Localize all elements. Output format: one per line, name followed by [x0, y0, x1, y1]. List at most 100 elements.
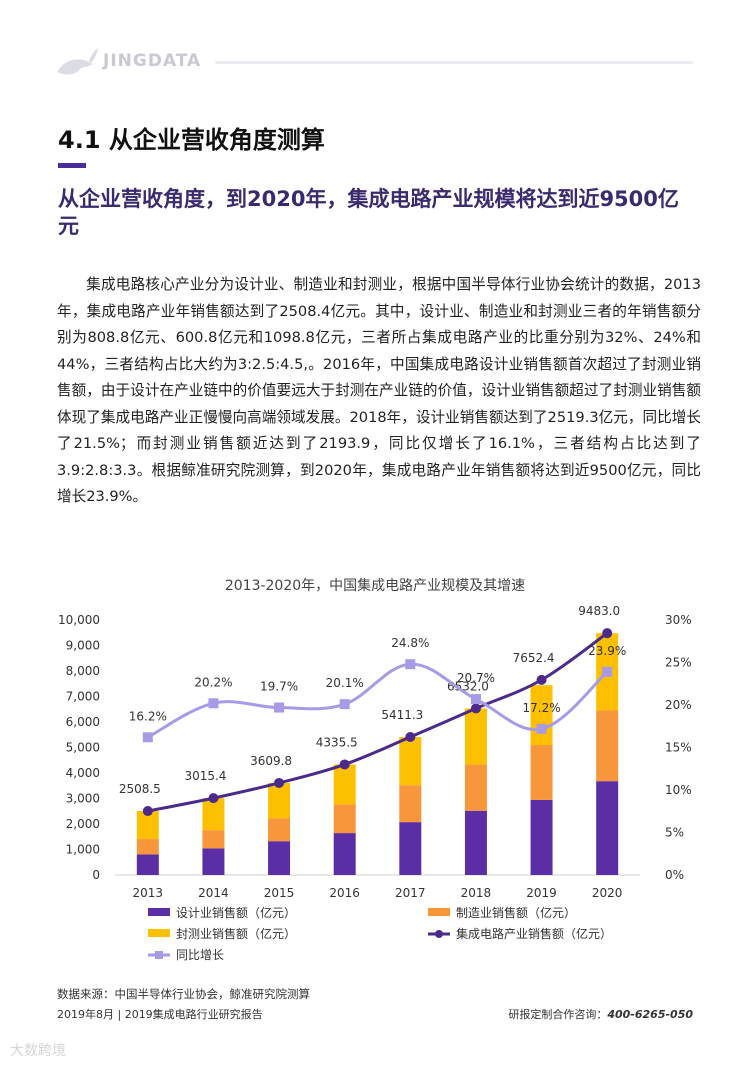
- data-label: 7652.4: [513, 651, 555, 665]
- data-source: 数据来源：中国半导体行业协会，鲸准研究院测算: [57, 987, 310, 1001]
- y-tick-label: 0: [92, 868, 100, 882]
- bar-segment: [596, 710, 619, 782]
- legend-marker: [155, 951, 163, 959]
- total-sales-point: [339, 759, 350, 770]
- total-sales-point: [274, 777, 285, 788]
- data-label: 3609.8: [250, 754, 292, 768]
- watermark: 大数跨境: [10, 1043, 66, 1059]
- headline: 从企业营收角度，到2020年，集成电路产业规模将达到近9500亿元: [58, 187, 679, 238]
- bar-segment: [530, 745, 553, 800]
- brand-name: JINGDATA: [103, 51, 202, 71]
- total-sales-point: [470, 703, 481, 714]
- y2-tick-label: 20%: [665, 698, 692, 712]
- growth-point: [536, 723, 547, 734]
- data-label: 9483.0: [578, 604, 620, 618]
- page-header: JINGDATA: [55, 42, 695, 82]
- y-tick-label: 6,000: [66, 715, 100, 729]
- data-label: 19.7%: [260, 680, 298, 694]
- data-label: 20.2%: [194, 675, 232, 689]
- y-tick-label: 9,000: [66, 639, 100, 653]
- data-label: 6532.0: [447, 679, 489, 693]
- legend-marker: [435, 930, 443, 938]
- bar-segment: [333, 833, 356, 875]
- bar-segment: [333, 764, 356, 805]
- contact-label: 研报定制合作咨询：: [508, 1008, 608, 1021]
- legend-swatch: [148, 908, 170, 916]
- y-tick-label: 1,000: [66, 843, 100, 857]
- y2-tick-label: 5%: [665, 826, 684, 840]
- bar-segment: [202, 798, 225, 831]
- bar-segment: [268, 818, 291, 842]
- data-label: 17.2%: [523, 701, 561, 715]
- bar-segment: [596, 781, 619, 875]
- x-tick-label: 2016: [329, 886, 360, 900]
- growth-point: [208, 698, 219, 709]
- section-title: 4.1 从企业营收角度测算: [58, 126, 325, 154]
- y-tick-label: 2,000: [66, 817, 100, 831]
- bar-segment: [399, 737, 422, 786]
- y2-tick-label: 0%: [665, 868, 684, 882]
- bar-segment: [530, 685, 553, 746]
- y-tick-label: 3,000: [66, 792, 100, 806]
- x-tick-label: 2015: [264, 886, 295, 900]
- body-paragraph: 集成电路核心产业分为设计业、制造业和封测业，根据中国半导体行业协会统计的数据，2…: [57, 276, 701, 505]
- x-tick-label: 2014: [198, 886, 229, 900]
- footer-contact: 研报定制合作咨询：400-6265-050: [508, 1006, 693, 1022]
- bar-segment: [530, 799, 553, 875]
- legend-label: 封测业销售额（亿元）: [176, 926, 296, 941]
- y2-tick-label: 25%: [665, 656, 692, 670]
- y2-tick-label: 30%: [665, 613, 692, 627]
- x-tick-label: 2019: [526, 886, 557, 900]
- total-sales-point: [536, 674, 547, 685]
- data-label: 20.7%: [457, 671, 495, 685]
- legend-label: 设计业销售额（亿元）: [176, 905, 296, 920]
- growth-point: [142, 732, 153, 743]
- legend-label: 同比增长: [176, 948, 224, 962]
- contact-phone: 400-6265-050: [607, 1008, 693, 1021]
- legend-label: 集成电路产业销售额（亿元）: [456, 926, 612, 941]
- y-tick-label: 5,000: [66, 741, 100, 755]
- chart: 0 1,000 2,000 3,000 4,000 5,000 6,000 7,000 8,00…: [58, 604, 692, 962]
- growth-point: [339, 699, 350, 710]
- bar-segment: [136, 854, 159, 875]
- data-label: 23.9%: [588, 644, 626, 658]
- growth-point: [602, 666, 613, 677]
- footer-report: 2019年8月 | 2019集成电路行业研究报告: [57, 1008, 263, 1021]
- title-accent-bar: [58, 163, 86, 168]
- x-tick-label: 2020: [592, 886, 623, 900]
- bar-segment: [268, 782, 291, 819]
- total-sales-point: [142, 806, 153, 817]
- data-label: 5411.3: [381, 708, 423, 722]
- y-tick-label: 10,000: [58, 613, 100, 627]
- x-tick-label: 2018: [461, 886, 492, 900]
- total-sales-point: [405, 732, 416, 743]
- growth-point: [274, 702, 285, 713]
- data-label: 2508.5: [119, 782, 161, 796]
- data-label: 16.2%: [129, 709, 167, 723]
- legend-swatch: [428, 908, 450, 916]
- data-label: 3015.4: [184, 769, 226, 783]
- y2-tick-label: 15%: [665, 741, 692, 755]
- growth-point: [405, 659, 416, 670]
- total-sales-line: [147, 631, 609, 813]
- bar-segment: [202, 848, 225, 875]
- bar-segment: [136, 811, 159, 840]
- legend-label: 制造业销售额（亿元）: [456, 905, 576, 920]
- x-tick-label: 2017: [395, 886, 426, 900]
- whale-logo-icon: [57, 48, 98, 75]
- data-label: 20.1%: [326, 676, 364, 690]
- growth-point: [470, 694, 481, 705]
- bar-segment: [202, 830, 225, 849]
- bar-segment: [464, 708, 487, 765]
- total-sales-point: [208, 793, 219, 804]
- x-tick-label: 2013: [133, 886, 164, 900]
- bar-segment: [399, 785, 422, 823]
- bar-segment: [333, 804, 356, 834]
- bar-segment: [399, 822, 422, 875]
- legend-swatch: [148, 929, 170, 937]
- y-tick-label: 8,000: [66, 664, 100, 678]
- chart-title: 2013-2020年，中国集成电路产业规模及其增速: [224, 578, 526, 594]
- y-tick-label: 7,000: [66, 690, 100, 704]
- y-tick-label: 4,000: [66, 766, 100, 780]
- bar-segment: [464, 764, 487, 811]
